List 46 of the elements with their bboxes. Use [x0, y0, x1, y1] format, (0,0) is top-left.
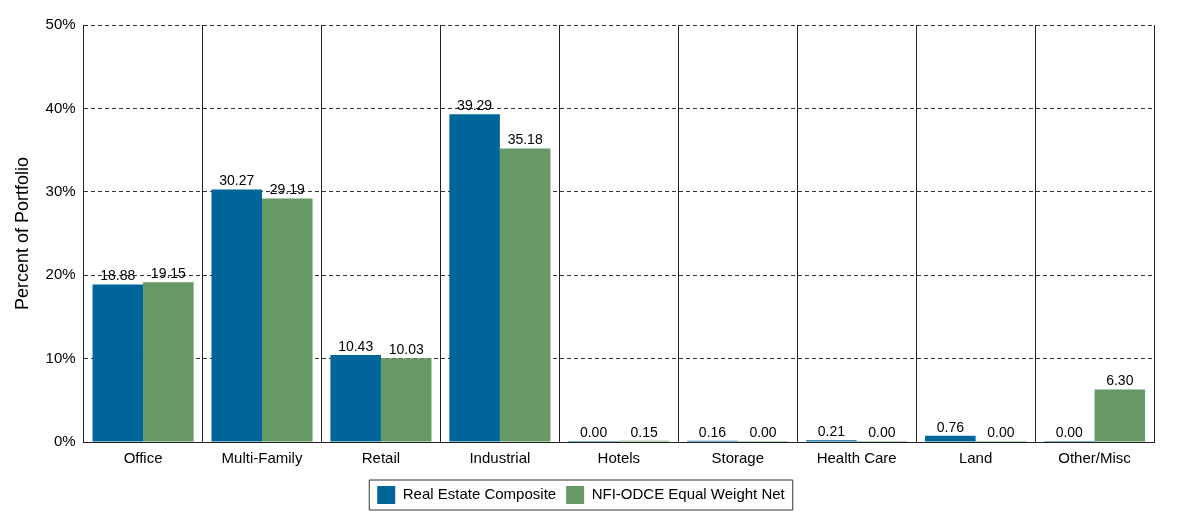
legend-label: Real Estate Composite	[402, 485, 557, 503]
data-label: 35.18	[507, 131, 543, 148]
y-tick-label: 40%	[45, 98, 76, 116]
x-tick-label: Industrial	[469, 449, 531, 467]
x-tick-label: Multi-Family	[221, 449, 303, 467]
bar	[143, 282, 194, 442]
data-label: 6.30	[1106, 372, 1134, 389]
y-tick-label: 50%	[45, 15, 76, 33]
bar	[449, 114, 500, 442]
data-label: 0.16	[698, 423, 727, 440]
bar	[925, 435, 976, 442]
legend-label: NFI-ODCE Equal Weight Net	[591, 485, 786, 503]
x-tick-label: Retail	[361, 449, 401, 467]
x-tick-label: Storage	[711, 449, 765, 467]
data-label: 0.76	[936, 418, 965, 435]
x-tick-label: Hotels	[597, 449, 641, 467]
data-label: 0.00	[749, 423, 777, 440]
bar	[330, 355, 381, 442]
data-label: 29.19	[269, 181, 306, 198]
data-label: 0.00	[1055, 423, 1084, 440]
bar	[380, 358, 432, 442]
y-tick-label: 20%	[45, 265, 76, 283]
bar	[1094, 389, 1146, 442]
data-label: 30.27	[219, 172, 255, 189]
y-tick-label: 10%	[45, 348, 76, 366]
data-label: 0.00	[579, 423, 608, 440]
data-label: 0.00	[868, 423, 896, 440]
x-tick-label: Other/Misc	[1058, 449, 1132, 467]
x-tick-label: Health Care	[816, 449, 897, 467]
data-label: 39.29	[457, 97, 493, 114]
bar	[92, 284, 144, 442]
data-label: 10.43	[338, 337, 374, 354]
data-label: 19.15	[150, 265, 187, 282]
data-label: 0.00	[987, 423, 1015, 440]
data-label: 0.15	[630, 423, 658, 440]
x-tick-label: Land	[958, 449, 993, 467]
data-label: 0.21	[817, 423, 846, 440]
y-tick-label: 30%	[45, 181, 76, 199]
x-tick-label: Office	[123, 449, 163, 467]
bar	[211, 189, 263, 442]
y-tick-label: 0%	[53, 432, 76, 450]
y-axis-title: Percent of Portfolio	[11, 156, 32, 311]
data-label: 18.88	[100, 267, 136, 284]
bar	[499, 148, 551, 442]
data-label: 10.03	[388, 341, 424, 358]
bar	[262, 198, 313, 442]
